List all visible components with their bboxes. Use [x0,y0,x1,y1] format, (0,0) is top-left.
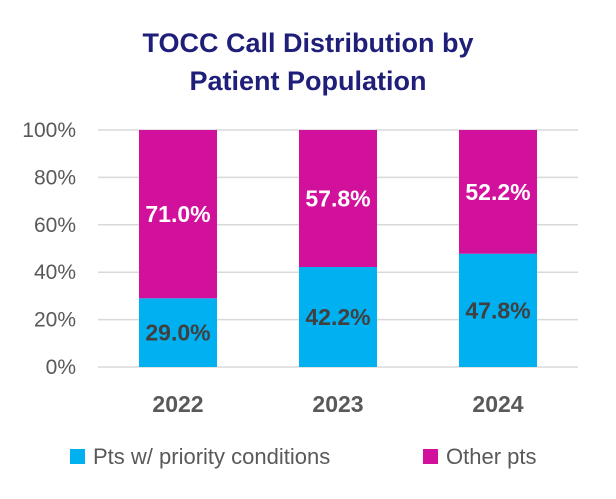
y-tick-label-0: 0% [46,356,76,379]
x-axis-ticks: 2022 2023 2024 [152,391,523,417]
data-label-2024-series-1: 52.2% [465,179,530,205]
bar-2023-series-0 [299,266,377,367]
data-label-2022-series-1: 71.0% [145,201,210,227]
bar-2024-series-0 [459,253,537,367]
chart-title-line-2: Patient Population [189,66,426,96]
legend-label-series-1: Other pts [446,444,536,469]
data-label-2023-series-0: 42.2% [305,304,370,330]
chart-title-line-1: TOCC Call Distribution by [142,28,473,58]
x-tick-label-2023: 2023 [312,391,363,417]
bar-2022-series-1 [139,130,217,299]
legend-swatch-series-1 [423,449,438,464]
chart-title: TOCC Call Distribution by Patient Popula… [142,28,473,96]
data-label-2022-series-0: 29.0% [145,320,210,346]
y-tick-label-80: 80% [34,166,76,189]
legend: Pts w/ priority conditions Other pts [70,444,536,469]
data-label-2024-series-0: 47.8% [465,297,530,323]
data-label-2023-series-1: 57.8% [305,185,370,211]
bars [139,130,537,367]
legend-swatch-series-0 [70,449,85,464]
y-tick-label-60: 60% [34,214,76,237]
bar-2022-series-0 [139,298,217,367]
bar-2023-series-1 [299,130,377,267]
y-tick-label-100: 100% [22,119,76,142]
y-tick-label-20: 20% [34,309,76,332]
legend-label-series-0: Pts w/ priority conditions [93,444,330,469]
x-tick-label-2022: 2022 [152,391,203,417]
y-axis-ticks: 0% 20% 40% 60% 80% 100% [22,119,76,379]
data-labels: 29.0% 71.0% 42.2% 57.8% 47.8% 52.2% [145,179,530,346]
y-tick-label-40: 40% [34,261,76,284]
bar-2024-series-1 [459,130,537,254]
x-tick-label-2024: 2024 [472,391,523,417]
